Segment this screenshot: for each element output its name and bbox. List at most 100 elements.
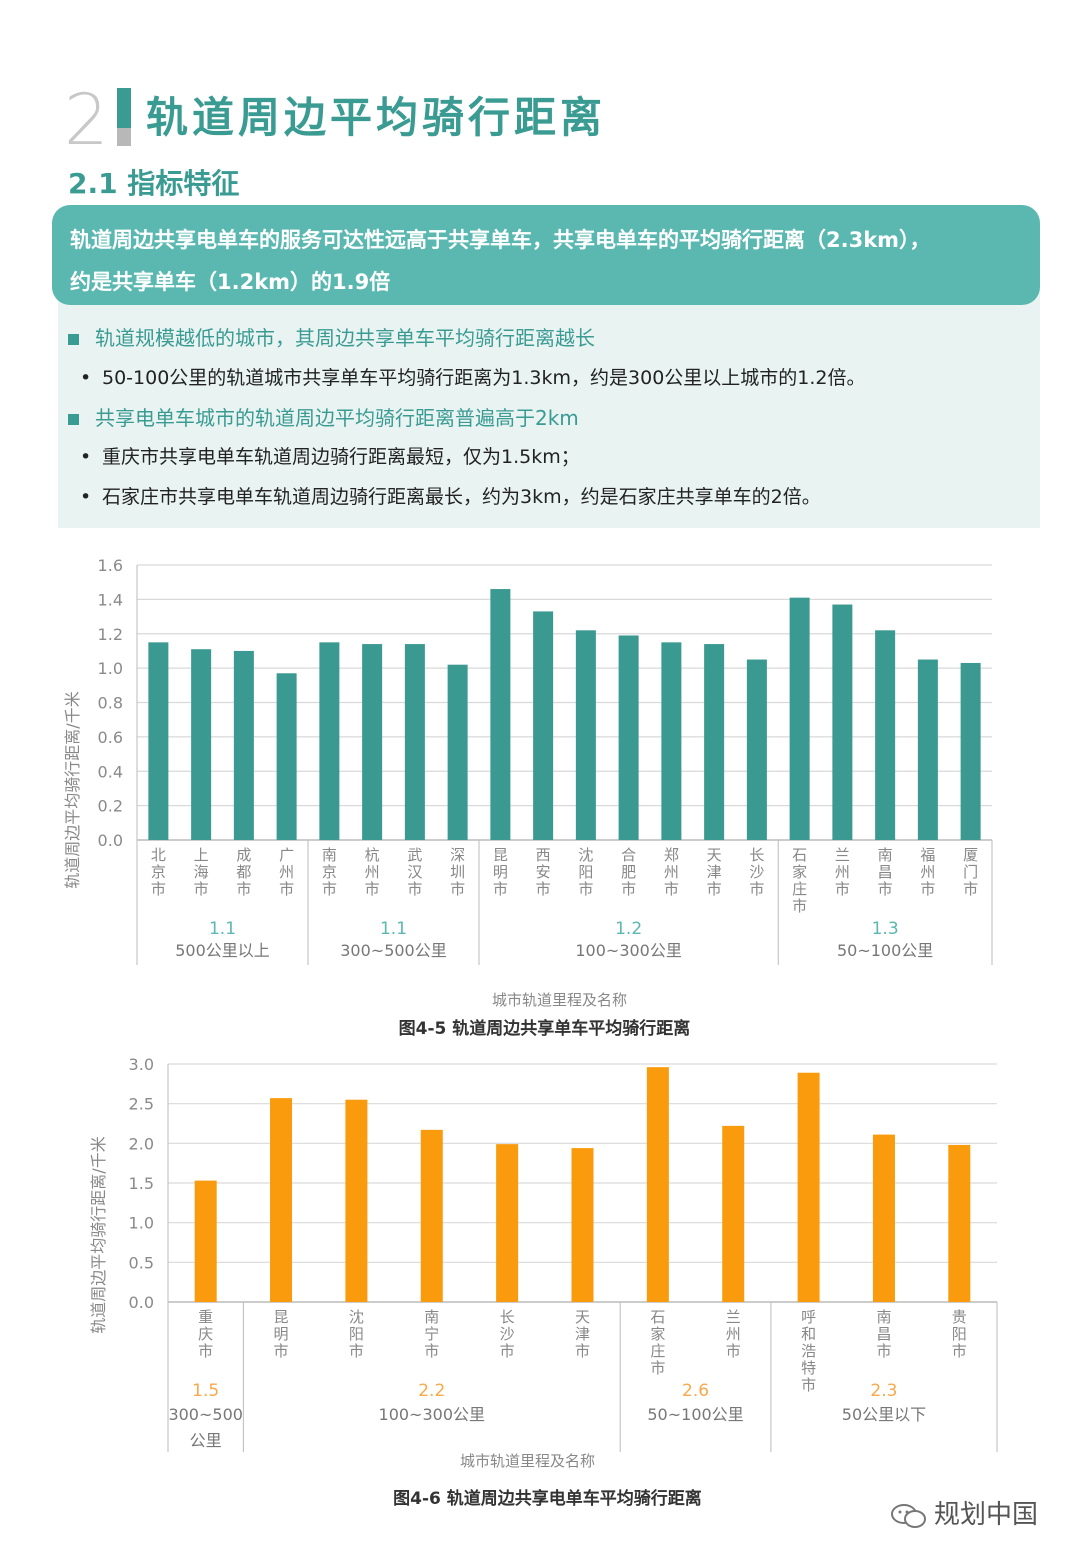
- bar-长沙市: [496, 1144, 519, 1302]
- y-tick-label: 2.5: [129, 1095, 154, 1114]
- summary-line: 约是共享单车（1.2km）的1.9倍: [70, 270, 391, 294]
- x-tick-label: 兰州市: [726, 1308, 741, 1360]
- bar-兰州市: [832, 604, 853, 840]
- group-name-label: 50~100公里: [837, 941, 933, 960]
- x-tick-label: 成都市: [236, 846, 251, 898]
- bullet-text: 重庆市共享电单车轨道周边骑行距离最短，仅为1.5km；: [102, 446, 580, 468]
- bar-重庆市: [194, 1180, 217, 1302]
- bar-昆明市: [490, 589, 511, 840]
- bar-石家庄市: [789, 597, 810, 840]
- x-tick-label: 昆明市: [493, 846, 508, 898]
- x-tick-label: 上海市: [194, 846, 209, 898]
- summary-banner: 轨道周边共享电单车的服务可达性远高于共享单车，共享电单车的平均骑行距离（2.3k…: [52, 205, 1040, 305]
- bar-北京市: [148, 642, 169, 840]
- x-tick-label: 西安市: [536, 846, 551, 898]
- y-axis-title: 轨道周边平均骑行距离/千米: [63, 691, 82, 888]
- x-tick-label: 兰州市: [835, 846, 850, 898]
- bar-沈阳市: [345, 1099, 368, 1302]
- x-tick-label: 郑州市: [664, 846, 679, 898]
- group-average-label: 2.6: [682, 1381, 709, 1401]
- bar-杭州市: [362, 644, 383, 840]
- key-point-bullet: • 石家庄市共享电单车轨道周边骑行距离最长，约为3km，约是石家庄共享单车的2倍。: [80, 482, 821, 512]
- y-tick-label: 1.6: [98, 556, 123, 575]
- x-tick-label: 福州市: [920, 846, 935, 898]
- group-name-label: 500公里以上: [175, 941, 270, 960]
- bar-西安市: [533, 611, 554, 840]
- group-average-label: 1.1: [380, 919, 407, 939]
- square-bullet-icon: [68, 414, 79, 425]
- x-tick-label: 天津市: [707, 846, 722, 898]
- bar-长沙市: [746, 659, 767, 840]
- heading-text: 轨道规模越低的城市，其周边共享单车平均骑行距离越长: [95, 326, 595, 350]
- key-point-heading: 轨道规模越低的城市，其周边共享单车平均骑行距离越长: [68, 323, 595, 353]
- x-tick-label: 沈阳市: [349, 1308, 364, 1360]
- y-tick-label: 0.8: [98, 694, 123, 713]
- x-tick-label: 深圳市: [450, 846, 465, 898]
- y-tick-label: 1.2: [98, 625, 123, 644]
- bar-兰州市: [722, 1125, 745, 1302]
- bar-郑州市: [661, 642, 682, 840]
- key-point-heading: 共享电单车城市的轨道周边平均骑行距离普遍高于2km: [68, 403, 579, 433]
- group-average-label: 1.1: [209, 919, 236, 939]
- x-tick-label: 昆明市: [274, 1308, 289, 1360]
- bar-呼和浩特市: [797, 1072, 820, 1302]
- x-tick-label: 武汉市: [407, 846, 422, 898]
- group-average-label: 1.3: [872, 919, 899, 939]
- group-average-label: 1.2: [615, 919, 642, 939]
- bar-成都市: [233, 650, 254, 840]
- bar-合肥市: [618, 635, 639, 840]
- bar-南京市: [319, 642, 340, 840]
- heading-text: 共享电单车城市的轨道周边平均骑行距离普遍高于2km: [95, 406, 579, 430]
- group-name-label: 100~300公里: [575, 941, 682, 960]
- bar-武汉市: [404, 644, 425, 840]
- group-average-label: 2.3: [870, 1381, 897, 1401]
- y-tick-label: 1.0: [129, 1214, 154, 1233]
- x-tick-label: 南宁市: [424, 1308, 439, 1360]
- bar-沈阳市: [575, 630, 596, 840]
- y-tick-label: 1.4: [98, 590, 123, 609]
- key-point-bullet: • 50-100公里的轨道城市共享单车平均骑行距离为1.3km，约是300公里以上…: [80, 363, 866, 393]
- bullet-icon: •: [80, 367, 92, 389]
- y-tick-label: 0.5: [129, 1253, 154, 1272]
- figure-caption: 图4-5 轨道周边共享单车平均骑行距离: [399, 1018, 691, 1039]
- group-name-label: 50公里以下: [842, 1405, 926, 1424]
- x-tick-label: 南昌市: [876, 1308, 891, 1360]
- y-tick-label: 2.0: [129, 1134, 154, 1153]
- bar-天津市: [571, 1148, 594, 1302]
- group-name-label: 100~300公里: [379, 1405, 486, 1424]
- bar-厦门市: [960, 662, 981, 840]
- bullet-text: 50-100公里的轨道城市共享单车平均骑行距离为1.3km，约是300公里以上城…: [102, 367, 866, 389]
- section-title: 轨道周边平均骑行距离: [146, 93, 607, 142]
- key-point-bullet: • 重庆市共享电单车轨道周边骑行距离最短，仅为1.5km；: [80, 442, 580, 472]
- x-tick-label: 沈阳市: [578, 846, 593, 898]
- bar-天津市: [704, 644, 725, 840]
- x-axis-title: 城市轨道里程及名称: [460, 1452, 595, 1470]
- x-tick-label: 杭州市: [365, 846, 380, 898]
- x-tick-label: 合肥市: [621, 846, 636, 898]
- watermark-text: 规划中国: [934, 1500, 1039, 1530]
- bar-福州市: [917, 659, 938, 840]
- section-number: 2: [64, 79, 109, 161]
- group-name-label: 50~100公里: [647, 1405, 743, 1424]
- y-tick-label: 0.6: [98, 728, 123, 747]
- x-tick-label: 石家庄市: [650, 1308, 665, 1377]
- x-tick-label: 南京市: [322, 846, 337, 898]
- x-axis-title: 城市轨道里程及名称: [492, 991, 627, 1009]
- y-tick-label: 1.0: [98, 659, 123, 678]
- bar-广州市: [276, 673, 297, 840]
- y-tick-label: 0.0: [98, 831, 123, 850]
- bar-贵阳市: [948, 1144, 971, 1302]
- x-tick-label: 呼和浩特市: [801, 1308, 816, 1394]
- bar-上海市: [191, 649, 212, 840]
- y-axis-title: 轨道周边平均骑行距离/千米: [89, 1136, 108, 1333]
- x-tick-label: 长沙市: [500, 1308, 515, 1360]
- y-tick-label: 3.0: [129, 1055, 154, 1074]
- x-tick-label: 北京市: [151, 846, 166, 898]
- x-tick-label: 长沙市: [749, 846, 764, 898]
- y-tick-label: 1.5: [129, 1174, 154, 1193]
- wechat-logo-icon: [891, 1503, 926, 1528]
- bar-昆明市: [270, 1098, 293, 1302]
- group-name-label: 300~500公里: [340, 941, 447, 960]
